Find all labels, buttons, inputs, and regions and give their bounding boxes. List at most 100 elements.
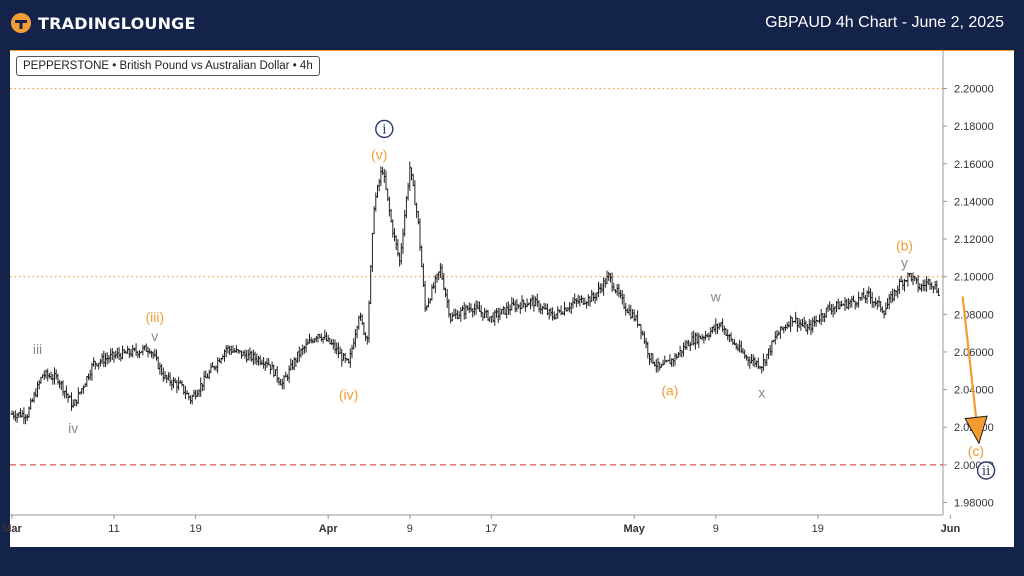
ohlc-bar	[141, 344, 145, 356]
ohlc-bar	[568, 302, 572, 313]
ohlc-bar	[530, 294, 534, 307]
ohlc-bar	[597, 281, 600, 297]
ohlc-bar	[306, 338, 310, 345]
ohlc-bar	[391, 219, 395, 238]
ohlc-bar	[172, 376, 175, 389]
ohlc-bar	[551, 307, 555, 321]
ohlc-bar	[450, 312, 454, 322]
ohlc-bar	[161, 367, 165, 382]
ohlc-bar	[245, 349, 249, 363]
ohlc-bar	[275, 365, 279, 383]
y-tick-label: 2.12000	[954, 234, 994, 246]
ohlc-bar	[241, 350, 245, 357]
ohlc-bar	[761, 353, 765, 372]
ohlc-bar	[440, 264, 444, 281]
ohlc-bar	[836, 298, 840, 310]
ohlc-bar	[795, 317, 799, 333]
ohlc-bar	[459, 307, 463, 322]
ohlc-bar	[301, 344, 305, 356]
ohlc-bar	[122, 348, 126, 354]
ohlc-bar	[750, 354, 753, 364]
ohlc-bar	[53, 367, 56, 385]
ohlc-bar	[365, 335, 369, 345]
ohlc-bar	[814, 315, 818, 327]
ohlc-bar	[716, 323, 719, 334]
ohlc-bar	[571, 297, 575, 309]
ohlc-bar	[214, 365, 218, 372]
ohlc-bar	[37, 379, 41, 390]
ohlc-bar	[751, 354, 755, 367]
ohlc-bar	[410, 167, 413, 181]
ohlc-bar	[403, 209, 407, 237]
ohlc-bar	[257, 355, 260, 366]
ohlc-bar	[277, 377, 281, 386]
brand-logo[interactable]: TRADINGLOUNGE	[10, 12, 196, 34]
projection-arrow	[961, 296, 988, 445]
ohlc-bar	[799, 319, 803, 331]
ohlc-bar	[705, 333, 709, 338]
ohlc-bar	[537, 300, 541, 313]
ohlc-bar	[202, 370, 206, 391]
ohlc-bar	[197, 388, 201, 397]
ohlc-bar	[525, 298, 529, 308]
ohlc-bar	[149, 350, 153, 358]
ohlc-bar	[532, 295, 536, 312]
ohlc-bar	[906, 272, 910, 287]
ohlc-bar	[29, 398, 33, 410]
ohlc-bar	[914, 277, 918, 285]
ohlc-bar	[399, 243, 403, 265]
ohlc-bar	[879, 301, 883, 312]
ohlc-bar	[831, 303, 835, 318]
ohlc-bar	[505, 302, 509, 319]
ohlc-bar	[260, 359, 264, 365]
x-tick-label: Apr	[319, 523, 339, 535]
ohlc-bar	[24, 414, 28, 425]
wave-label-w: w	[710, 288, 722, 304]
ohlc-bar	[520, 295, 524, 310]
ohlc-bar	[127, 348, 131, 359]
ohlc-bar	[437, 271, 441, 281]
ohlc-bar	[374, 192, 378, 212]
ohlc-bar	[297, 346, 301, 362]
ohlc-bar	[22, 407, 26, 425]
ohlc-bar	[435, 273, 439, 283]
ohlc-bar	[874, 297, 878, 307]
ohlc-bar	[265, 358, 269, 368]
ohlc-bar	[646, 341, 650, 359]
ohlc-bar	[287, 365, 291, 383]
ohlc-bar	[243, 349, 247, 359]
ohlc-bar	[379, 166, 383, 187]
ohlc-bar	[258, 355, 262, 366]
symbol-info-box[interactable]: PEPPERSTONE • British Pound vs Australia…	[16, 56, 320, 76]
ohlc-bar	[812, 316, 816, 327]
ohlc-bar	[887, 293, 891, 310]
ohlc-bar	[712, 324, 716, 332]
ohlc-bar	[362, 322, 366, 336]
ohlc-bar	[340, 348, 344, 367]
ohlc-bar	[829, 303, 833, 315]
ohlc-bar	[199, 377, 203, 397]
ohlc-bar	[314, 336, 318, 343]
ohlc-bar	[107, 355, 111, 364]
ohlc-bar	[909, 272, 913, 282]
ohlc-bar	[688, 341, 692, 352]
ohlc-bar	[506, 301, 510, 315]
ohlc-bar	[398, 252, 402, 267]
ohlc-bar	[255, 353, 259, 366]
ohlc-bar	[156, 356, 160, 370]
wave-label-y: y	[901, 255, 908, 271]
ohlc-bar	[467, 302, 471, 314]
ohlc-bar	[112, 351, 116, 363]
ohlc-bar	[248, 347, 252, 361]
ohlc-bar	[595, 292, 599, 301]
ohlc-bar	[228, 345, 232, 355]
ohlc-bar	[144, 343, 148, 352]
ohlc-bar	[675, 353, 679, 360]
ohlc-bar	[336, 342, 340, 359]
ohlc-bar	[867, 286, 871, 298]
ohlc-bar	[466, 305, 470, 311]
ohlc-bar	[736, 343, 740, 352]
ohlc-bar	[102, 350, 106, 368]
ohlc-bar	[447, 298, 451, 318]
